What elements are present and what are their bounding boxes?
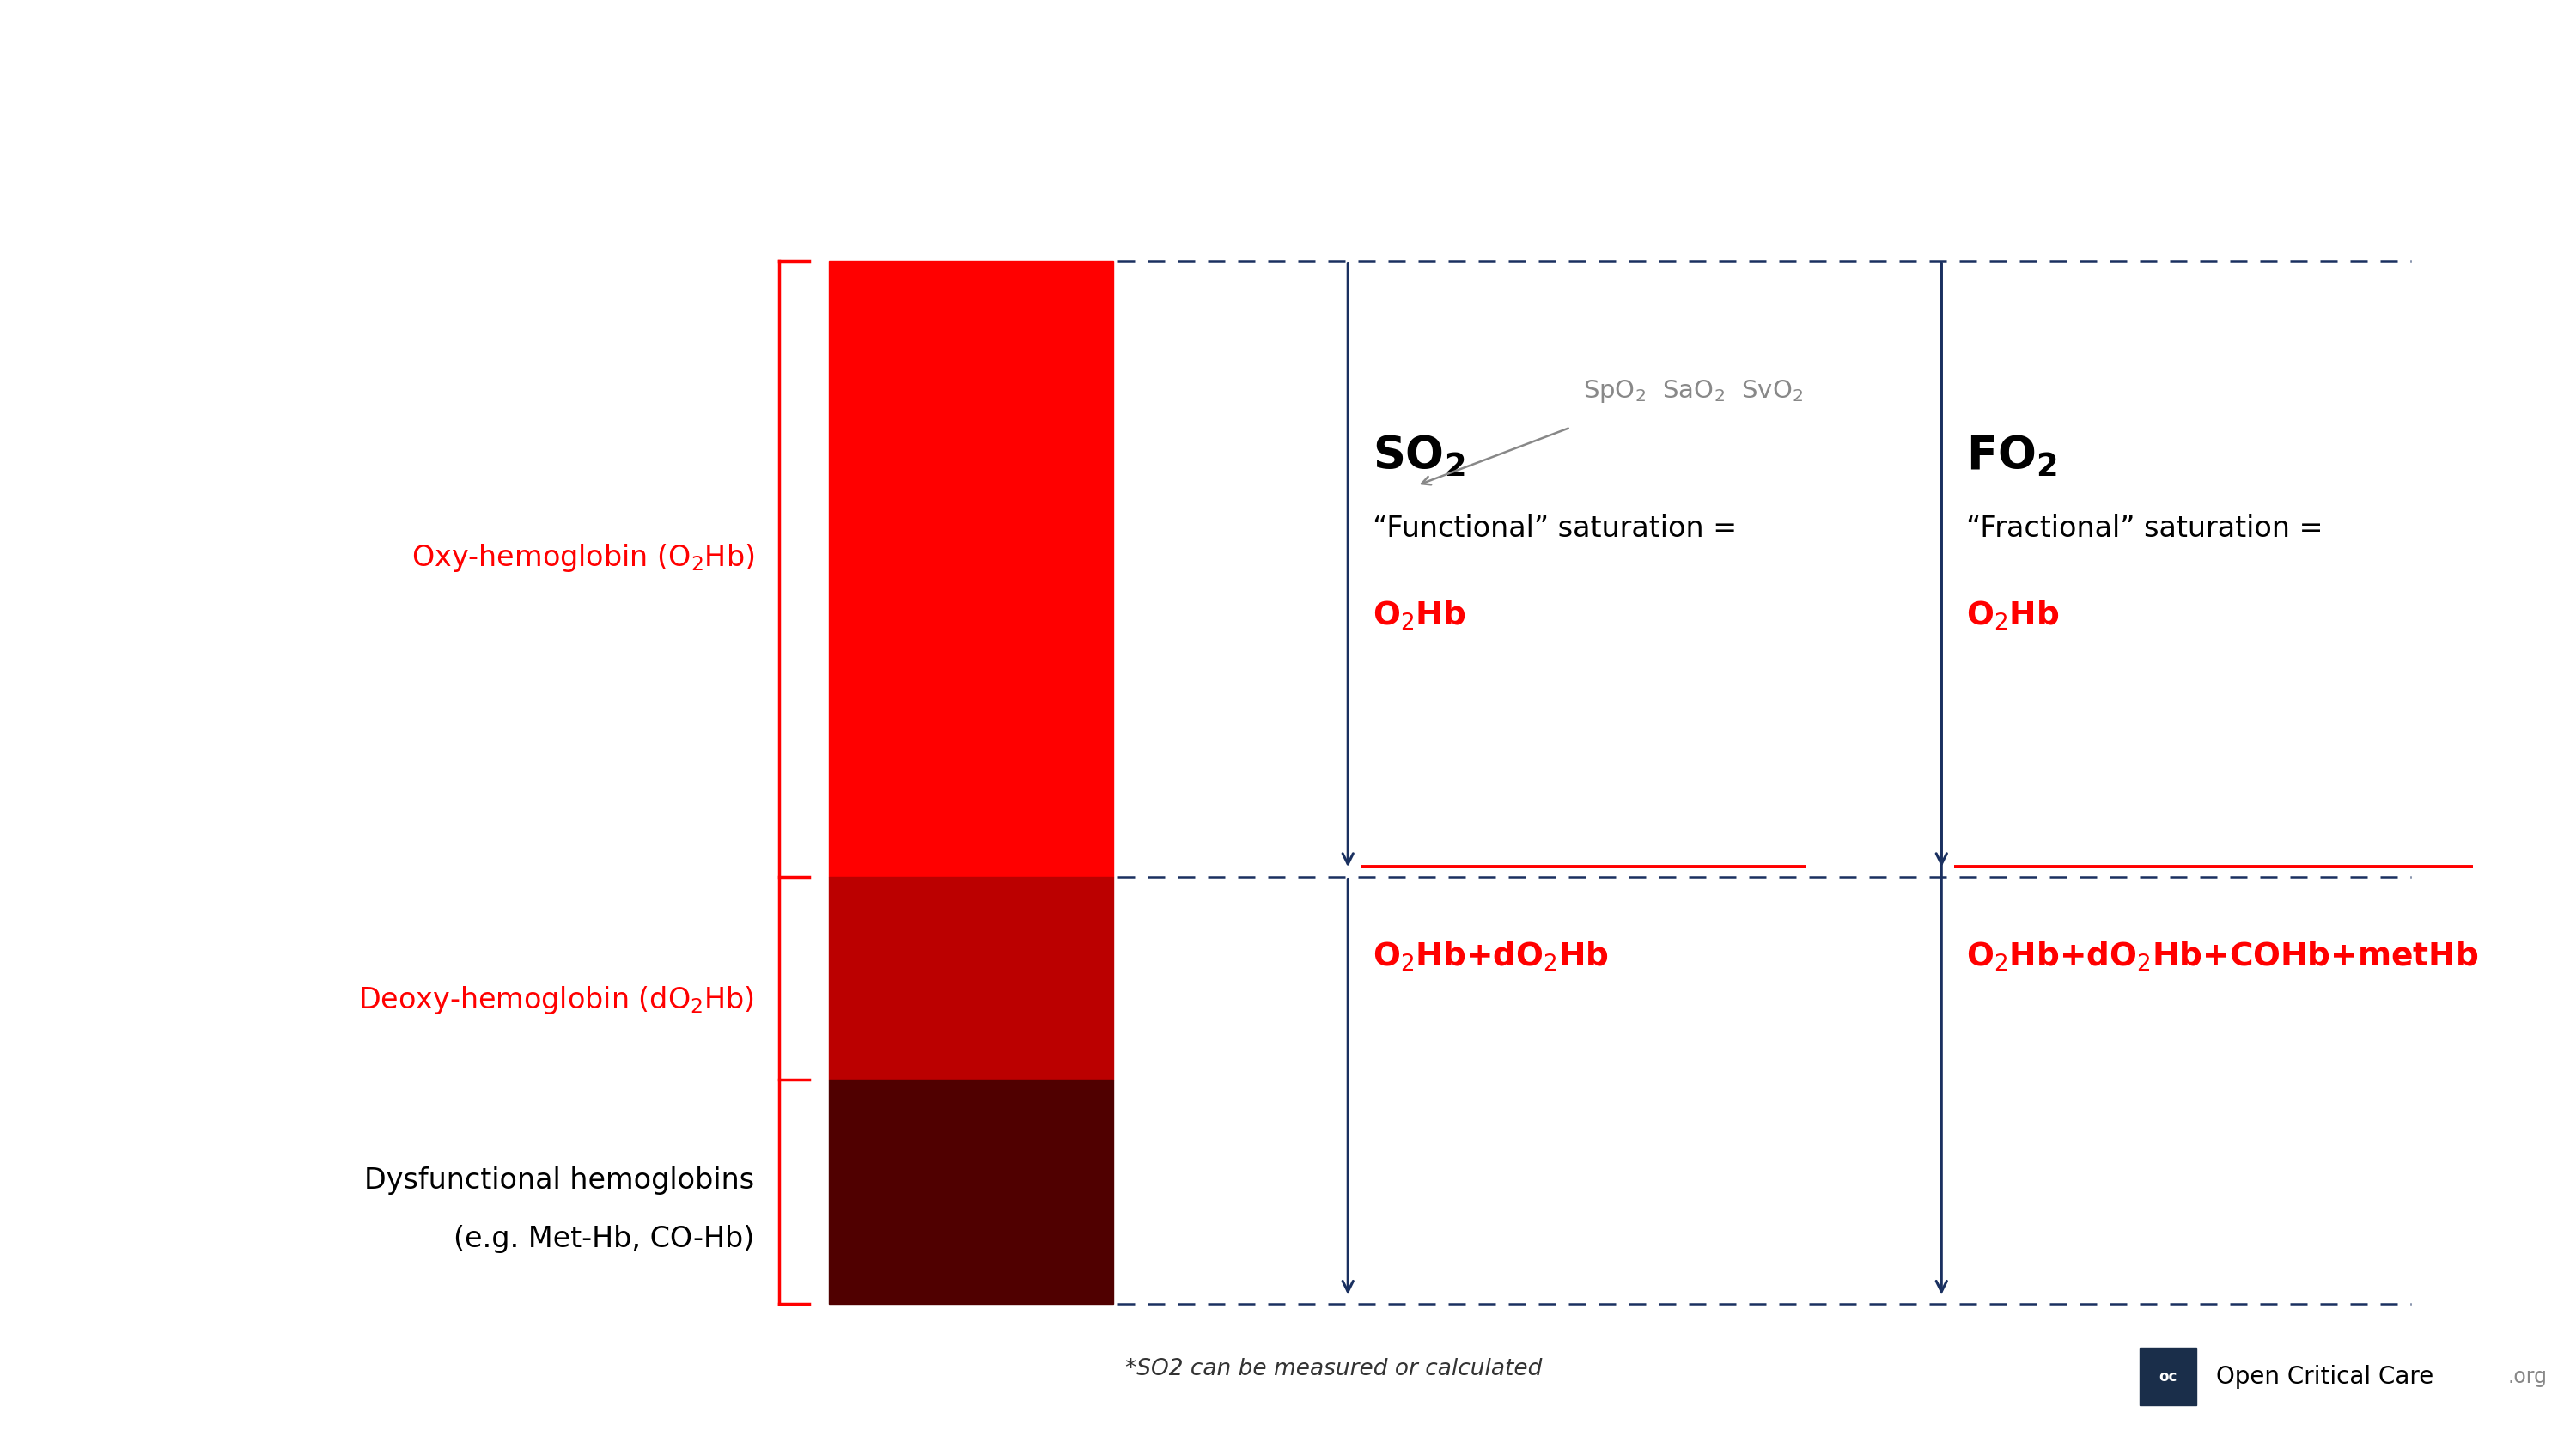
Text: .org: .org [2509, 1366, 2548, 1387]
Text: SpO$_2$  SaO$_2$  SvO$_2$: SpO$_2$ SaO$_2$ SvO$_2$ [1582, 378, 1803, 404]
Text: “Fractional” saturation =: “Fractional” saturation = [1965, 514, 2324, 543]
Text: Deoxy-hemoglobin (dO$_2$Hb): Deoxy-hemoglobin (dO$_2$Hb) [358, 984, 755, 1016]
Text: “Functional” saturation =: “Functional” saturation = [1373, 514, 1736, 543]
Text: Open Critical Care: Open Critical Care [2215, 1365, 2434, 1388]
Text: O$_2$Hb+dO$_2$Hb+COHb+metHb: O$_2$Hb+dO$_2$Hb+COHb+metHb [1965, 940, 2478, 972]
Text: Dysfunctional hemoglobins: Dysfunctional hemoglobins [363, 1166, 755, 1195]
Text: $\mathbf{SO_2}$: $\mathbf{SO_2}$ [1373, 433, 1466, 480]
Text: oc: oc [2159, 1369, 2177, 1384]
Text: Oxy-hemoglobin (O$_2$Hb): Oxy-hemoglobin (O$_2$Hb) [412, 542, 755, 574]
Bar [2138, 1348, 2197, 1406]
Text: O$_2$Hb+dO$_2$Hb: O$_2$Hb+dO$_2$Hb [1373, 940, 1610, 972]
Text: *SO2 can be measured or calculated: *SO2 can be measured or calculated [1126, 1358, 1543, 1381]
Bar [829, 1080, 1113, 1304]
Bar [829, 877, 1113, 1080]
Text: $\mathbf{FO_2}$: $\mathbf{FO_2}$ [1965, 433, 2058, 480]
Text: O$_2$Hb: O$_2$Hb [1373, 600, 1466, 632]
Text: O$_2$Hb: O$_2$Hb [1965, 600, 2058, 632]
Bar [829, 261, 1113, 877]
Text: (e.g. Met-Hb, CO-Hb): (e.g. Met-Hb, CO-Hb) [453, 1224, 755, 1253]
